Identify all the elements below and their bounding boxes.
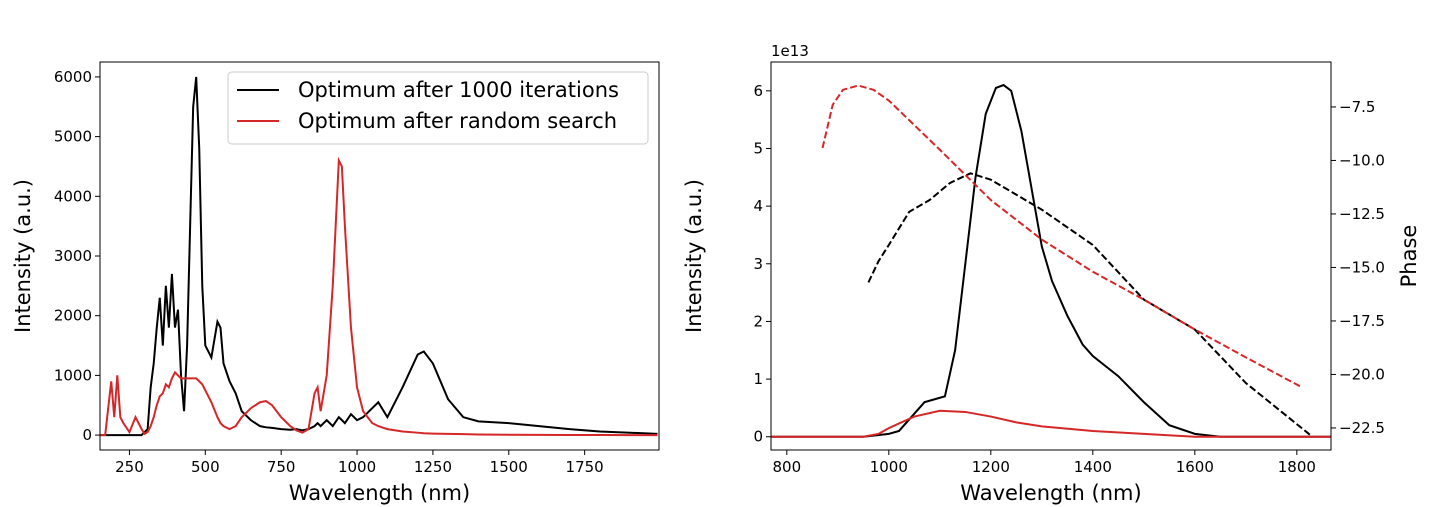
x-tick-label: 1600 — [1176, 458, 1214, 476]
series-line — [771, 83, 1331, 438]
x-tick-label: 1400 — [1074, 458, 1112, 476]
x-tick-label: 500 — [191, 458, 220, 476]
y-axis-label: Intensity (a.u.) — [682, 179, 706, 333]
series-line — [821, 84, 1303, 389]
x-tick-label: 1000 — [338, 458, 376, 476]
y2-axis-label: Phase — [1397, 225, 1421, 288]
y-tick-label: 5 — [753, 139, 763, 157]
legend-label: Optimum after random search — [298, 109, 617, 133]
y-tick-label: 5000 — [54, 128, 92, 146]
x-axis-label: Wavelength (nm) — [289, 481, 470, 505]
x-tick-label: 1200 — [972, 458, 1010, 476]
x-tick-label: 1500 — [490, 458, 528, 476]
y-tick-label: 4 — [753, 197, 763, 215]
y-tick-label: 6000 — [54, 68, 92, 86]
y-tick-label: 6 — [753, 82, 763, 100]
plot-area — [100, 76, 658, 437]
offset-text: 1e13 — [771, 42, 809, 60]
x-tick-label: 1800 — [1278, 458, 1316, 476]
plot-area — [771, 83, 1331, 438]
y-tick-label: 1000 — [54, 366, 92, 384]
series-line — [100, 76, 658, 437]
legend-label: Optimum after 1000 iterations — [298, 78, 619, 102]
y2-tick-label: −17.5 — [1339, 312, 1385, 330]
y2-tick-label: −20.0 — [1339, 365, 1385, 383]
y-tick-label: 2000 — [54, 307, 92, 325]
series-line — [867, 172, 1313, 438]
y2-tick-label: −22.5 — [1339, 419, 1385, 437]
x-axis-label: Wavelength (nm) — [960, 481, 1141, 505]
y-tick-label: 1 — [753, 370, 763, 388]
x-tick-label: 1250 — [414, 458, 452, 476]
legend-box — [227, 71, 649, 145]
series-line — [100, 156, 658, 437]
series-line — [771, 409, 1331, 438]
y-tick-label: 2 — [753, 312, 763, 330]
y-tick-label: 3000 — [54, 247, 92, 265]
y-axis-label: Intensity (a.u.) — [11, 179, 35, 333]
y-tick-label: 0 — [753, 428, 763, 446]
y-tick-label: 0 — [82, 426, 92, 444]
y2-tick-label: −10.0 — [1339, 151, 1385, 169]
y2-tick-label: −12.5 — [1339, 205, 1385, 223]
x-tick-label: 1000 — [870, 458, 908, 476]
y-tick-label: 3 — [753, 255, 763, 273]
y2-tick-label: −7.5 — [1339, 98, 1375, 116]
x-tick-label: 1750 — [566, 458, 604, 476]
x-tick-label: 250 — [115, 458, 144, 476]
y2-tick-label: −15.0 — [1339, 258, 1385, 276]
axes-frame — [770, 61, 1332, 451]
y-tick-label: 4000 — [54, 187, 92, 205]
x-tick-label: 750 — [267, 458, 296, 476]
x-tick-label: 800 — [772, 458, 801, 476]
